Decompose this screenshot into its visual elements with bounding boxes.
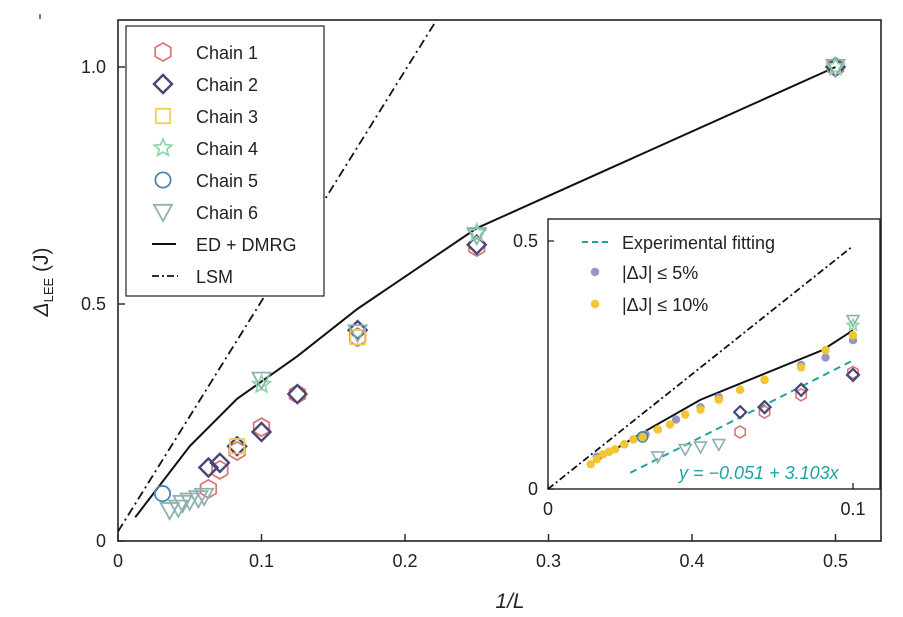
inset-j10-point	[629, 435, 638, 444]
chain2-point	[226, 435, 248, 457]
chain6-point	[187, 490, 209, 510]
inset-chain6-point	[650, 451, 666, 465]
inset-fit-equation: y = −0.051 + 3.103x	[677, 463, 840, 483]
chain2-point	[286, 383, 309, 405]
inset-legend-label-5pct: |ΔJ| ≤ 5%	[622, 263, 698, 283]
inset-lsm-line	[547, 245, 854, 490]
inset-chain2-point	[845, 367, 861, 383]
inset-j10-point	[821, 345, 830, 355]
legend-label-chain1: Chain 1	[196, 43, 258, 63]
lsm-line	[117, 19, 438, 532]
inset-j10-point	[638, 432, 647, 442]
chain6-point	[824, 58, 847, 78]
x-tick-label: 0.3	[536, 551, 561, 571]
inset-j10-point	[760, 375, 769, 385]
y-axis-label-main: Δ	[30, 302, 53, 317]
x-tick-label: 0.4	[679, 551, 704, 571]
chain2-point	[197, 456, 220, 479]
x-tick-label: 0	[113, 551, 123, 571]
inset-legend-markers	[582, 241, 608, 309]
chain6-point	[167, 499, 189, 519]
inset-chain6-point	[677, 443, 693, 457]
inset-j10-point	[696, 405, 705, 414]
legend-marker-chain3	[154, 107, 172, 125]
inset-j10-point	[681, 410, 690, 419]
inset-chain6-point	[693, 441, 708, 455]
chain3-point	[229, 438, 246, 455]
inset-legend-dot-10pct	[590, 299, 600, 309]
chain1-point	[252, 417, 271, 438]
inset-j5-point	[821, 353, 830, 362]
inset-j10-point	[848, 331, 858, 340]
y-axis-label-unit: (J)	[30, 248, 53, 278]
inset-j10-point	[620, 440, 629, 449]
chain6-point	[250, 371, 273, 391]
inset-legend-label-fit: Experimental fitting	[622, 233, 775, 253]
legend-label-ed-dmrg: ED + DMRG	[196, 235, 297, 255]
x-axis-label: 1/L	[495, 590, 524, 613]
inset-legend-dot-5pct	[590, 267, 600, 277]
main-plot-frame	[117, 19, 882, 542]
legend-label-chain6: Chain 6	[196, 203, 258, 223]
legend-label-chain2: Chain 2	[196, 75, 258, 95]
inset-x-tick-label: 0.1	[840, 499, 865, 519]
y-axis-label: ΔLEE (J)	[30, 248, 56, 318]
inset-j10-point	[796, 363, 806, 372]
inset-x-tick-label: 0	[543, 499, 553, 519]
inset-j10-point	[665, 420, 675, 429]
x-tick-label: 0.5	[823, 551, 848, 571]
inset-j10-point	[592, 455, 601, 464]
legend-marker-chain5	[154, 171, 172, 189]
legend-label-chain4: Chain 4	[196, 139, 258, 159]
chain3-point	[349, 329, 366, 346]
x-tick-label: 0.1	[249, 551, 274, 571]
chain2-point	[466, 234, 488, 256]
inset-y-tick-label: 0	[528, 479, 538, 499]
inset-chain1-point	[734, 425, 747, 439]
inset-j5-point	[671, 415, 681, 424]
inset-y-tick-label: 0.5	[513, 231, 538, 251]
chain4-point	[465, 221, 488, 243]
inset-plot: 0 0.100.5 Experimental fitting |ΔJ| ≤ 5% …	[513, 218, 881, 519]
y-tick-label: 1.0	[81, 57, 106, 77]
inset-j10-point	[653, 425, 662, 434]
inset-j10-point	[735, 385, 745, 394]
inset-chain6-point	[845, 314, 861, 329]
chain5-point	[153, 485, 172, 503]
legend-label-chain3: Chain 3	[196, 107, 258, 127]
chain2-point	[346, 319, 369, 341]
inset-chain1-point	[846, 365, 860, 380]
chain6-point	[193, 487, 215, 507]
chain6-point	[466, 227, 488, 247]
legend-markers	[152, 41, 178, 277]
inset-j10-point	[714, 395, 723, 404]
chain2-point	[209, 452, 231, 474]
inset-chain2-point	[793, 382, 809, 398]
inset-plot-layer: 0 0.1 0 0.5	[513, 231, 866, 519]
inset-j10-point	[586, 460, 595, 469]
legend-marker-chain6	[152, 203, 174, 223]
x-tick-label: 0.2	[392, 551, 417, 571]
legend-marker-chain2	[152, 73, 174, 95]
inset-chain5-point	[636, 431, 649, 443]
y-tick-label: 0	[96, 531, 106, 551]
inset-j10-point	[610, 445, 620, 454]
inset-legend-label-10pct: |ΔJ| ≤ 10%	[622, 295, 708, 315]
legend-label-lsm: LSM	[196, 267, 233, 287]
y-axis-label-sub: LEE	[41, 278, 56, 303]
legend-box	[125, 25, 325, 297]
chain2-point	[250, 421, 273, 443]
legend-marker-chain1	[154, 41, 172, 63]
chain6-point	[347, 324, 369, 344]
y-tick-label: 0.5	[81, 294, 106, 314]
inset-chain2-point	[756, 399, 773, 415]
chain1-point	[288, 384, 307, 405]
inset-chain6-point	[711, 438, 727, 453]
legend-label-chain5: Chain 5	[196, 171, 258, 191]
main-legend: Chain 1 Chain 2 Chain 3 Chain 4 Chain 5 …	[125, 25, 325, 297]
inset-chain2-point	[732, 404, 748, 420]
legend-marker-chain4	[152, 136, 174, 158]
main-plot-layer: 0 0.1 0.2 0.3 0.4 0.5 0 0.5 1.0	[81, 19, 848, 571]
